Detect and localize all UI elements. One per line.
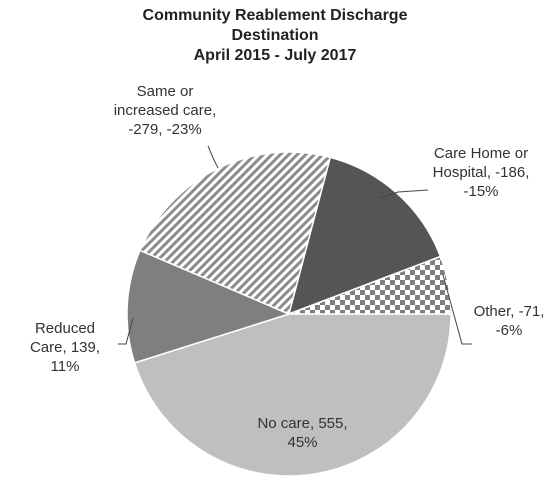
pie-slice [288, 255, 452, 315]
pie-slice [126, 249, 292, 364]
data-label: Same or increased care, -279, -23% [113, 83, 217, 138]
leader-line [207, 145, 219, 169]
data-label: Care Home or Hospital, -186, -15% [432, 145, 530, 200]
chart-subtitle: April 2015 - July 2017 [193, 47, 357, 64]
leader-line [118, 317, 134, 345]
pie-slice [287, 156, 442, 316]
leader-line [442, 274, 472, 345]
leader-line [379, 189, 429, 199]
data-label: No care, 555, 45% [257, 415, 348, 451]
pie-slice [133, 313, 452, 477]
data-label: Other, -71, -6% [473, 303, 545, 339]
chart-title: Community Reablement Discharge Destinati… [142, 7, 408, 44]
pie-slice [139, 151, 332, 316]
data-label: Reduced Care, 139, 11% [29, 320, 101, 375]
